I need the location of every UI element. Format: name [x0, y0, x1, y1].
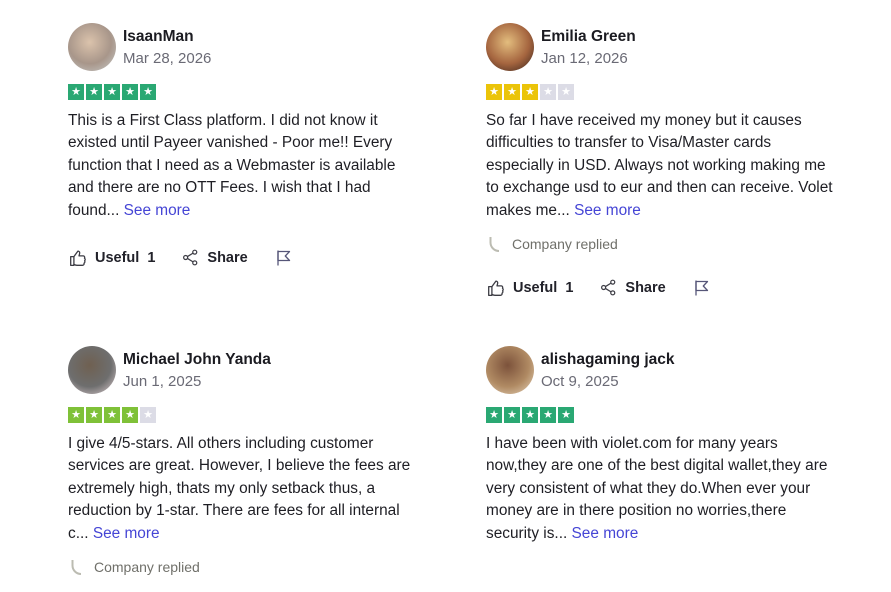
review-date: Jun 1, 2025	[123, 373, 202, 390]
avatar[interactable]	[486, 346, 534, 394]
star-rating: ★ ★ ★ ★ ★	[68, 84, 416, 100]
flag-icon	[692, 278, 711, 297]
star-icon: ★	[504, 84, 520, 100]
star-icon: ★	[540, 407, 556, 423]
reviewer-name[interactable]: IsaanMan	[123, 28, 194, 45]
star-icon: ★	[522, 84, 538, 100]
see-more-link[interactable]: See more	[574, 201, 641, 219]
review-text: I have been with violet.com for many yea…	[486, 433, 834, 545]
useful-button[interactable]: Useful 1	[68, 248, 155, 267]
star-icon: ★	[86, 407, 102, 423]
reply-arc-icon	[488, 236, 503, 253]
report-button[interactable]	[274, 248, 293, 267]
star-rating: ★ ★ ★ ★ ★	[68, 407, 416, 423]
reviewer-name[interactable]: alishagaming jack	[541, 351, 675, 368]
company-replied-label: Company replied	[94, 559, 200, 576]
flag-icon	[274, 248, 293, 267]
review-body: I have been with violet.com for many yea…	[486, 435, 828, 542]
review-body: So far I have received my money but it c…	[486, 112, 833, 219]
star-icon: ★	[486, 84, 502, 100]
report-button[interactable]	[692, 278, 711, 297]
avatar[interactable]	[68, 23, 116, 71]
company-replied-label: Company replied	[512, 236, 618, 253]
star-rating: ★ ★ ★ ★ ★	[486, 84, 834, 100]
useful-count: 1	[565, 279, 574, 296]
star-icon: ★	[140, 84, 156, 100]
useful-button[interactable]: Useful 1	[486, 278, 573, 297]
avatar[interactable]	[68, 346, 116, 394]
star-icon: ★	[104, 407, 120, 423]
reviewer-info: IsaanMan Mar 28, 2026	[123, 23, 211, 69]
review-card: Emilia Green Jan 12, 2026 ★ ★ ★ ★ ★ So far I…	[486, 23, 834, 346]
see-more-link[interactable]: See more	[92, 524, 160, 542]
share-label: Share	[207, 249, 248, 266]
star-icon: ★	[86, 84, 102, 100]
share-button[interactable]: Share	[181, 248, 248, 267]
review-date: Jan 12, 2026	[541, 50, 628, 67]
review-header: IsaanMan Mar 28, 2026	[68, 23, 416, 71]
star-icon: ★	[104, 84, 120, 100]
share-icon	[181, 248, 199, 267]
reviewer-info: Michael John Yanda Jun 1, 2025	[123, 346, 271, 392]
useful-count: 1	[147, 249, 156, 266]
review-date: Mar 28, 2026	[123, 50, 212, 67]
thumbs-up-icon	[486, 278, 505, 297]
star-icon: ★	[522, 407, 538, 423]
reviewer-info: Emilia Green Jan 12, 2026	[541, 23, 636, 69]
company-replied[interactable]: Company replied	[486, 236, 834, 253]
review-text: So far I have received my money but it c…	[486, 110, 834, 222]
reviewer-name[interactable]: Emilia Green	[541, 28, 636, 45]
useful-label: Useful	[95, 249, 140, 266]
star-icon: ★	[68, 407, 84, 423]
star-icon: ★	[558, 84, 574, 100]
review-text: This is a First Class platform. I did no…	[68, 110, 416, 222]
reviewer-info: alishagaming jack Oct 9, 2025	[541, 346, 675, 392]
see-more-link[interactable]: See more	[571, 524, 639, 542]
review-body: I give 4/5-stars. All others including c…	[68, 435, 411, 542]
see-more-link[interactable]: See more	[123, 201, 191, 219]
star-icon: ★	[122, 84, 138, 100]
review-text: I give 4/5-stars. All others including c…	[68, 433, 416, 545]
review-actions: Useful 1 Share	[68, 248, 416, 267]
star-icon: ★	[558, 407, 574, 423]
review-header: Michael John Yanda Jun 1, 2025	[68, 346, 416, 394]
star-rating: ★ ★ ★ ★ ★	[486, 407, 834, 423]
star-icon: ★	[540, 84, 556, 100]
review-card: alishagaming jack Oct 9, 2025 ★ ★ ★ ★ ★ I ha…	[486, 346, 834, 592]
review-card: IsaanMan Mar 28, 2026 ★ ★ ★ ★ ★ This is a Fi…	[68, 23, 416, 346]
review-body: This is a First Class platform. I did no…	[68, 112, 396, 219]
avatar[interactable]	[486, 23, 534, 71]
star-icon: ★	[140, 407, 156, 423]
star-icon: ★	[122, 407, 138, 423]
share-icon	[599, 278, 617, 297]
share-button[interactable]: Share	[599, 278, 666, 297]
share-label: Share	[625, 279, 666, 296]
reviewer-name[interactable]: Michael John Yanda	[123, 351, 271, 368]
review-header: alishagaming jack Oct 9, 2025	[486, 346, 834, 394]
star-icon: ★	[68, 84, 84, 100]
star-icon: ★	[504, 407, 520, 423]
star-icon: ★	[486, 407, 502, 423]
company-replied[interactable]: Company replied	[68, 559, 416, 576]
review-header: Emilia Green Jan 12, 2026	[486, 23, 834, 71]
reply-arc-icon	[70, 559, 85, 576]
useful-label: Useful	[513, 279, 558, 296]
thumbs-up-icon	[68, 248, 87, 267]
review-card: Michael John Yanda Jun 1, 2025 ★ ★ ★ ★ ★ I g…	[68, 346, 416, 592]
review-date: Oct 9, 2025	[541, 373, 619, 390]
review-actions: Useful 1 Share	[486, 278, 834, 297]
